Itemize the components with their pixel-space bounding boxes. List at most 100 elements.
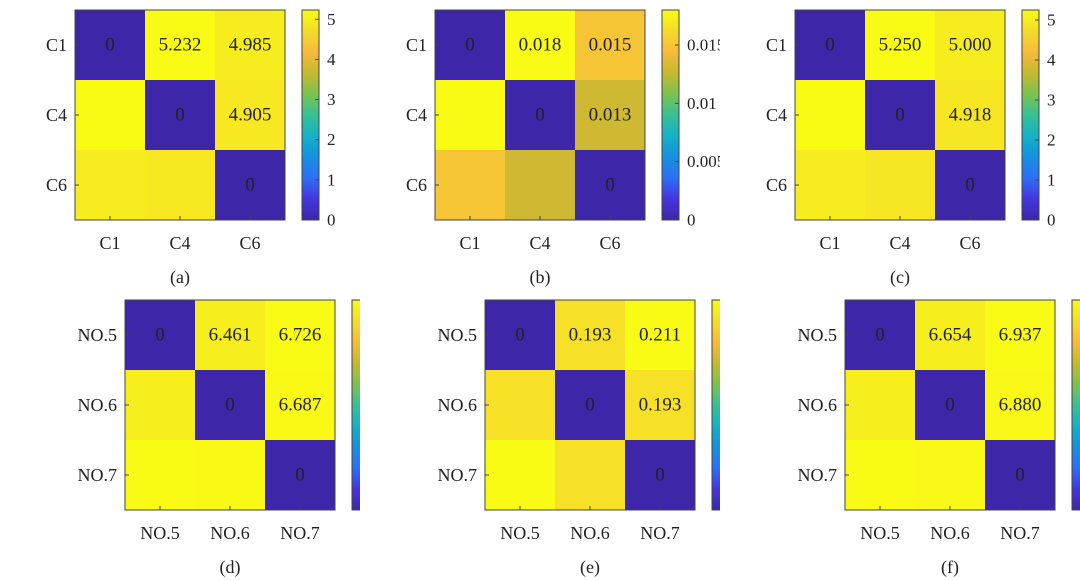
heatmap-cell-d-2-1 bbox=[195, 440, 265, 510]
cell-label-d-0-1: 6.461 bbox=[209, 325, 252, 346]
x-tick-label-e-1: NO.6 bbox=[570, 523, 610, 543]
x-tick-label-f-2: NO.7 bbox=[1000, 523, 1040, 543]
heatmap-cell-e-0-1 bbox=[555, 300, 625, 370]
cell-label-f-1-2: 6.880 bbox=[999, 395, 1042, 416]
cell-label-d-2-2: 0 bbox=[295, 465, 305, 486]
cell-label-c-1-2: 4.918 bbox=[949, 105, 992, 126]
cell-label-f-0-1: 6.654 bbox=[929, 325, 972, 346]
x-tick-label-e-0: NO.5 bbox=[500, 523, 540, 543]
cell-label-f-2-2: 0 bbox=[1015, 465, 1025, 486]
colorbar-tick-label-c-5: 5 bbox=[1047, 11, 1056, 30]
x-tick-label-c-2: C6 bbox=[959, 233, 980, 253]
cell-label-b-0-0: 0 bbox=[465, 35, 475, 56]
heatmap-cell-d-0-0 bbox=[125, 300, 195, 370]
x-tick-label-d-2: NO.7 bbox=[280, 523, 320, 543]
heatmap-cell-b-0-0 bbox=[435, 10, 505, 80]
heatmap-cell-d-2-2 bbox=[265, 440, 335, 510]
y-tick-label-a-2: C6 bbox=[46, 175, 67, 195]
cell-label-d-1-2: 6.687 bbox=[279, 395, 322, 416]
heatmap-cell-a-2-1 bbox=[145, 150, 215, 220]
y-tick-label-c-2: C6 bbox=[766, 175, 787, 195]
heatmap-cell-d-1-1 bbox=[195, 370, 265, 440]
heatmap-cell-a-2-2 bbox=[215, 150, 285, 220]
y-tick-label-f-0: NO.5 bbox=[798, 325, 838, 345]
heatmap-cell-c-0-1 bbox=[865, 10, 935, 80]
heatmap-cell-d-1-2 bbox=[265, 370, 335, 440]
cell-label-f-0-0: 0 bbox=[875, 325, 885, 346]
y-tick-label-a-1: C4 bbox=[46, 105, 67, 125]
x-tick-label-f-0: NO.5 bbox=[860, 523, 900, 543]
heatmap-cell-b-2-1 bbox=[505, 150, 575, 220]
colorbar-tick-label-c-2: 2 bbox=[1047, 131, 1056, 150]
heatmap-cell-f-2-2 bbox=[985, 440, 1055, 510]
cell-label-d-1-1: 0 bbox=[225, 395, 235, 416]
heatmap-cell-c-0-2 bbox=[935, 10, 1005, 80]
heatmap-cell-f-0-2 bbox=[985, 300, 1055, 370]
y-tick-label-e-2: NO.7 bbox=[438, 465, 478, 485]
cell-label-e-1-2: 0.193 bbox=[639, 395, 682, 416]
heatmap-panel-d: 0 6.461 6.726 0 6.687 0 NO.5 NO.5 NO.6 NO.6 NO.7 NO… bbox=[0, 290, 360, 580]
heatmap-cell-e-2-0 bbox=[485, 440, 555, 510]
panel-label-d: (d) bbox=[220, 557, 241, 578]
heatmap-cell-f-0-0 bbox=[845, 300, 915, 370]
heatmap-svg-f: 0 6.654 6.937 0 6.880 0 NO.5 NO.5 NO.6 NO.6 NO.7 NO… bbox=[798, 299, 1080, 578]
x-tick-label-c-0: C1 bbox=[819, 233, 840, 253]
colorbar-a bbox=[301, 9, 320, 221]
cell-label-e-0-1: 0.193 bbox=[569, 325, 612, 346]
heatmap-cell-b-0-1 bbox=[505, 10, 575, 80]
colorbar-tick-label-c-4: 4 bbox=[1047, 51, 1056, 70]
heatmap-panel-a: 0 5.232 4.985 0 4.905 0 C1 C1 C4 C4 C6 C6 (a) 0 1 2 3 4 5 bbox=[0, 0, 360, 290]
heatmap-cell-a-0-1 bbox=[145, 10, 215, 80]
y-tick-label-b-0: C1 bbox=[406, 35, 427, 55]
colorbar-f bbox=[1071, 299, 1080, 511]
y-tick-label-d-0: NO.5 bbox=[78, 325, 118, 345]
y-tick-label-d-2: NO.7 bbox=[78, 465, 118, 485]
heatmap-cell-e-2-2 bbox=[625, 440, 695, 510]
y-tick-label-f-2: NO.7 bbox=[798, 465, 838, 485]
colorbar-tick-label-a-1: 1 bbox=[327, 170, 336, 189]
cell-label-b-1-1: 0 bbox=[535, 105, 545, 126]
colorbar-tick-label-b-3: 0.015 bbox=[687, 36, 720, 55]
colorbar-tick-label-c-3: 3 bbox=[1047, 91, 1056, 110]
colorbar-tick-label-a-3: 3 bbox=[327, 90, 336, 109]
x-tick-label-d-1: NO.6 bbox=[210, 523, 250, 543]
cell-label-c-0-2: 5.000 bbox=[949, 35, 992, 56]
heatmap-cell-e-0-0 bbox=[485, 300, 555, 370]
y-tick-label-c-1: C4 bbox=[766, 105, 787, 125]
cell-label-a-0-2: 4.985 bbox=[229, 35, 272, 56]
heatmap-panel-b: 0 0.018 0.015 0 0.013 0 C1 C1 C4 C4 C6 C6 (b) 0 0.005 0… bbox=[360, 0, 720, 290]
x-tick-label-f-1: NO.6 bbox=[930, 523, 970, 543]
heatmap-cell-c-0-0 bbox=[795, 10, 865, 80]
heatmap-cell-a-2-0 bbox=[75, 150, 145, 220]
cell-label-a-2-2: 0 bbox=[245, 175, 255, 196]
cell-label-b-0-2: 0.015 bbox=[589, 35, 632, 56]
heatmap-svg-e: 0 0.193 0.211 0 0.193 0 NO.5 NO.5 NO.6 NO.6 NO.7 NO… bbox=[438, 299, 720, 578]
panel-label-b: (b) bbox=[530, 267, 551, 288]
x-tick-label-a-0: C1 bbox=[99, 233, 120, 253]
x-tick-label-e-2: NO.7 bbox=[640, 523, 680, 543]
panel-label-e: (e) bbox=[580, 557, 600, 578]
y-tick-label-f-1: NO.6 bbox=[798, 395, 838, 415]
colorbar-c bbox=[1021, 9, 1040, 221]
colorbar-tick-label-a-5: 5 bbox=[327, 10, 336, 29]
colorbar-tick-label-c-1: 1 bbox=[1047, 171, 1056, 190]
heatmap-cell-e-0-2 bbox=[625, 300, 695, 370]
cell-label-a-1-2: 4.905 bbox=[229, 105, 272, 126]
colorbar-e bbox=[711, 299, 720, 511]
heatmap-cell-e-1-0 bbox=[485, 370, 555, 440]
heatmap-cell-a-0-2 bbox=[215, 10, 285, 80]
cell-label-b-0-1: 0.018 bbox=[519, 35, 562, 56]
cell-label-d-0-2: 6.726 bbox=[279, 325, 322, 346]
heatmap-cell-b-1-0 bbox=[435, 80, 505, 150]
heatmap-cell-a-1-0 bbox=[75, 80, 145, 150]
heatmap-cell-a-1-1 bbox=[145, 80, 215, 150]
colorbar-tick-label-c-0: 0 bbox=[1047, 211, 1056, 230]
heatmap-cell-b-1-1 bbox=[505, 80, 575, 150]
cell-label-c-1-1: 0 bbox=[895, 105, 905, 126]
x-tick-label-b-0: C1 bbox=[459, 233, 480, 253]
heatmap-cell-d-2-0 bbox=[125, 440, 195, 510]
panel-label-f: (f) bbox=[941, 557, 959, 578]
colorbar-tick-label-b-0: 0 bbox=[687, 211, 696, 230]
heatmap-cell-b-2-0 bbox=[435, 150, 505, 220]
cell-label-f-1-1: 0 bbox=[945, 395, 955, 416]
